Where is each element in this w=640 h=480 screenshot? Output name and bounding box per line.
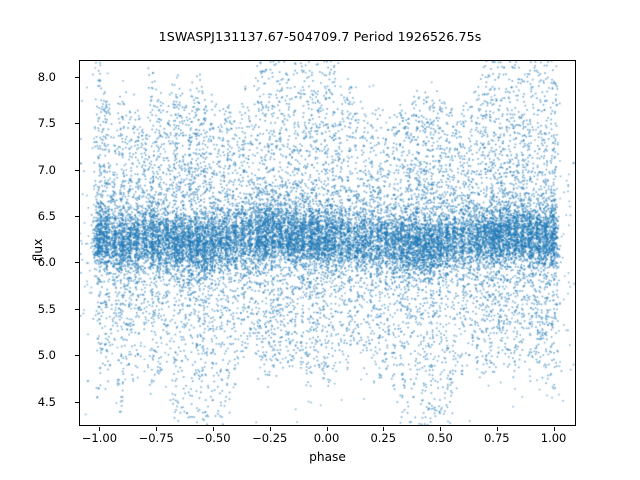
x-tick-label: −0.75: [138, 431, 174, 445]
x-tick-label: 0.00: [313, 431, 340, 445]
y-tick-mark: [75, 262, 79, 264]
x-tick-mark: [553, 427, 555, 431]
y-tick-mark: [75, 355, 79, 357]
x-tick-label: −0.50: [195, 431, 231, 445]
scatter-plot-canvas: [80, 61, 575, 425]
y-tick-label: 7.0: [37, 162, 56, 177]
y-tick-label: 5.0: [37, 348, 56, 363]
x-tick-label: −0.25: [252, 431, 288, 445]
y-tick-mark: [75, 308, 79, 310]
x-tick-mark: [440, 427, 442, 431]
x-tick-label: −1.00: [81, 431, 118, 445]
x-tick-label: 0.50: [427, 431, 453, 445]
x-tick-mark: [212, 427, 214, 431]
y-tick-label: 4.5: [37, 394, 56, 409]
plot-area: [79, 60, 576, 426]
x-tick-label: 1.00: [540, 431, 567, 445]
x-tick-label: 0.75: [483, 431, 510, 445]
x-tick-mark: [383, 427, 385, 431]
y-axis-label: flux: [31, 238, 45, 262]
y-tick-label: 6.5: [37, 209, 56, 223]
y-tick-mark: [75, 216, 79, 217]
y-tick-mark: [75, 123, 79, 125]
x-tick-mark: [496, 427, 498, 431]
y-tick-label: 8.0: [37, 69, 56, 84]
y-tick-mark: [75, 401, 79, 403]
x-tick-mark: [156, 427, 158, 431]
x-axis-label: phase: [309, 450, 346, 464]
y-tick-label: 6.0: [37, 255, 56, 270]
y-tick-mark: [75, 169, 79, 171]
y-tick-label: 5.5: [37, 301, 56, 316]
y-tick-mark: [75, 76, 79, 78]
y-tick-label: 7.5: [37, 116, 56, 131]
chart-title: 1SWASPJ131137.67-504709.7 Period 1926526…: [158, 29, 482, 44]
x-tick-mark: [269, 427, 271, 431]
x-tick-mark: [326, 427, 328, 431]
x-tick-mark: [99, 427, 101, 431]
x-tick-label: 0.25: [370, 431, 397, 445]
